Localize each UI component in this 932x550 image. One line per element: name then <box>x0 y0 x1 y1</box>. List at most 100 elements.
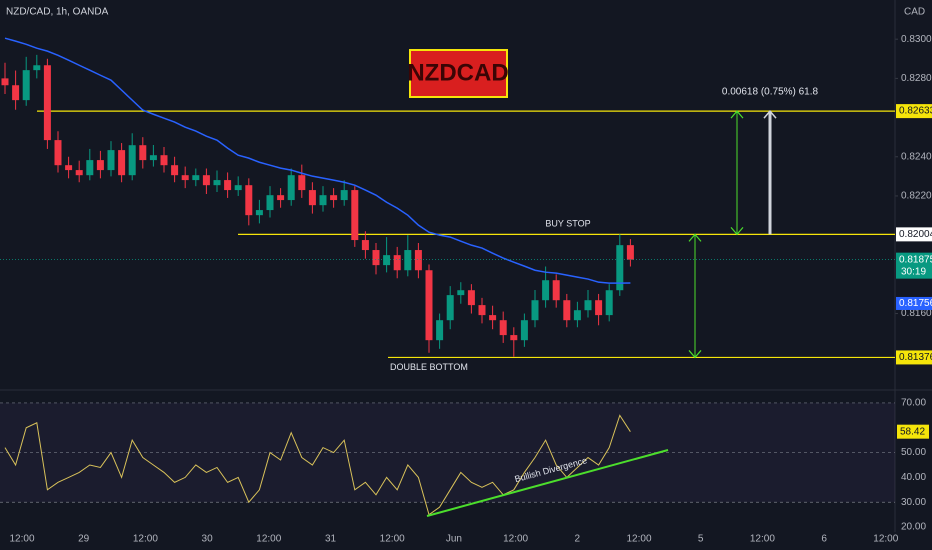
candle-body <box>499 320 507 336</box>
candle-body <box>266 195 274 211</box>
moving-average <box>4 37 631 284</box>
arrow-head <box>688 350 702 359</box>
candle-body <box>96 160 104 171</box>
candle-body <box>139 145 147 161</box>
candle-body <box>277 195 285 201</box>
x-tick-label: 6 <box>821 534 827 545</box>
rsi-line <box>4 414 631 516</box>
candle-body <box>436 320 444 341</box>
candle-body <box>149 155 157 161</box>
candle-body <box>319 195 327 206</box>
candle-body <box>552 280 560 301</box>
rsi-tick-label: 30.00 <box>901 497 926 508</box>
ma-label: 0.81756 <box>899 298 932 309</box>
candle-body <box>383 255 391 266</box>
rsi-tick-label: 20.00 <box>901 522 926 533</box>
candle-body <box>626 245 634 260</box>
level-label-box <box>896 104 932 119</box>
candle-body <box>616 245 624 291</box>
candle-body <box>255 210 263 216</box>
level-label: 0.82633 <box>899 106 932 117</box>
candle-body <box>425 270 433 341</box>
chart-title: NZDCAD <box>407 59 508 86</box>
candle-body <box>308 190 316 206</box>
level-label: 0.81376 <box>899 352 932 363</box>
candle-body <box>457 290 465 296</box>
candle-body <box>404 250 412 271</box>
y-tick-label: 0.81600 <box>901 308 932 319</box>
candle-body <box>478 305 486 316</box>
candle-body <box>605 290 613 316</box>
candle-body <box>372 250 380 266</box>
x-tick-label: 29 <box>78 534 90 545</box>
x-tick-label: 12:00 <box>503 534 528 545</box>
candle-body <box>12 85 20 101</box>
candle-body <box>542 280 550 301</box>
x-tick-label: 12:00 <box>750 534 775 545</box>
x-tick-label: 2 <box>575 534 581 545</box>
rsi-tick-label: 70.00 <box>901 398 926 409</box>
candle-body <box>584 300 592 311</box>
candle-body <box>118 150 126 176</box>
candle-body <box>181 175 189 181</box>
rsi-value-box <box>897 424 929 439</box>
candle-body <box>33 65 41 71</box>
title-box <box>409 49 508 98</box>
x-tick-label: 12:00 <box>380 534 405 545</box>
candle-body <box>22 70 30 101</box>
candle-body <box>287 175 295 201</box>
level-label-box <box>896 350 932 365</box>
candle-body <box>128 145 136 176</box>
x-tick-label: Jun <box>446 534 462 545</box>
x-tick-label: 12:00 <box>873 534 898 545</box>
level-label-box <box>896 227 932 242</box>
measure-head <box>763 109 777 119</box>
x-tick-label: 5 <box>698 534 704 545</box>
candle-body <box>520 320 528 341</box>
candle-body <box>54 140 62 166</box>
candle-body <box>489 315 497 321</box>
candle-body <box>595 300 603 316</box>
candle-body <box>330 195 338 201</box>
candle-body <box>573 310 581 321</box>
candle-body <box>224 180 232 191</box>
arrow-head <box>730 226 744 236</box>
x-tick-label: 31 <box>325 534 337 545</box>
candle-body <box>171 165 179 176</box>
last-price-label: 0.81875 <box>899 254 932 265</box>
candle-body <box>510 335 518 341</box>
candle-body <box>531 300 539 321</box>
candle-body <box>75 170 83 176</box>
candle-body <box>192 175 200 181</box>
candle-body <box>245 185 253 216</box>
divergence-line <box>426 449 669 517</box>
x-tick-label: 12:00 <box>626 534 651 545</box>
candle-body <box>234 185 242 191</box>
last-price-box <box>896 252 932 279</box>
candle-body <box>393 255 401 271</box>
level-label: 0.82004 <box>899 229 932 240</box>
x-tick-label: 12:00 <box>256 534 281 545</box>
candle-body <box>563 300 571 321</box>
arrow-head <box>730 110 744 119</box>
candle-body <box>160 155 168 166</box>
candle-body <box>213 180 221 186</box>
candle-body <box>298 175 306 191</box>
candle-body <box>361 240 369 251</box>
x-tick-label: 30 <box>202 534 214 545</box>
arrow-head <box>688 233 702 242</box>
measure-label: 0.00618 (0.75%) 61.8 <box>722 87 819 98</box>
candle-body <box>86 160 94 176</box>
rsi-value-label: 58.42 <box>900 426 925 437</box>
rsi-tick-label: 40.00 <box>901 472 926 483</box>
symbol-info: NZD/CAD, 1h, OANDA <box>6 7 109 18</box>
candle-body <box>467 290 475 306</box>
double-bottom-label: DOUBLE BOTTOM <box>390 362 468 372</box>
countdown-label: 30:19 <box>901 266 926 277</box>
candle-body <box>340 190 348 201</box>
candle-body <box>1 78 9 86</box>
